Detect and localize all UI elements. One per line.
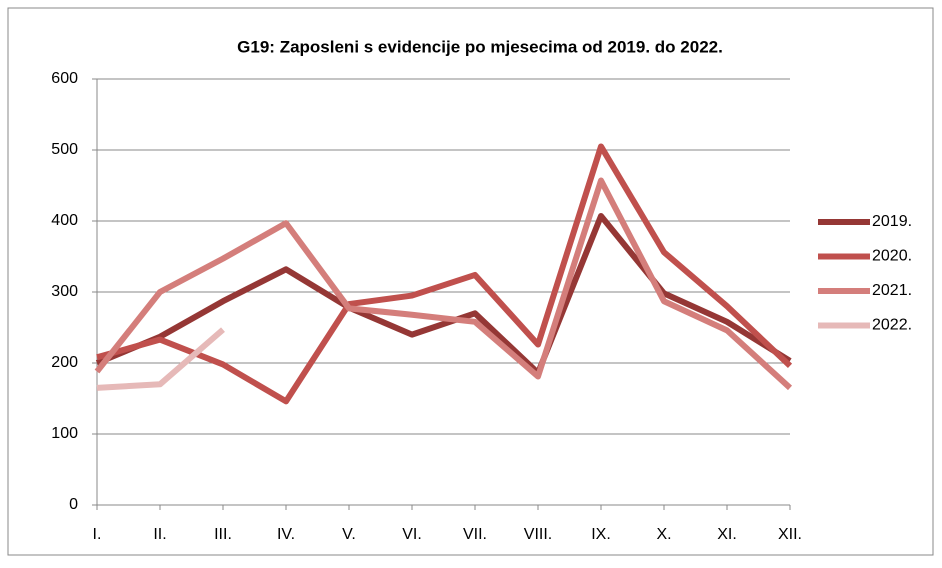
legend-label: 2022. (872, 317, 912, 334)
x-tick-label: X. (656, 526, 671, 543)
x-tick-label: I. (93, 526, 102, 543)
x-tick-label: III. (214, 526, 232, 543)
y-tick-label: 600 (51, 70, 78, 87)
legend-label: 2021. (872, 282, 912, 299)
y-tick-label: 500 (51, 141, 78, 158)
x-tick-label: IV. (277, 526, 295, 543)
x-tick-label: VII. (463, 526, 487, 543)
x-tick-label: V. (342, 526, 356, 543)
x-tick-label: XII. (778, 526, 802, 543)
legend-label: 2019. (872, 213, 912, 230)
y-tick-label: 100 (51, 425, 78, 442)
chart-border (7, 7, 934, 556)
series-line (94, 177, 793, 391)
x-tick-label: VIII. (524, 526, 552, 543)
x-tick-label: II. (153, 526, 166, 543)
y-tick-label: 200 (51, 354, 78, 371)
x-tick-label: XI. (717, 526, 737, 543)
series-line (96, 143, 793, 405)
legend-label: 2020. (872, 248, 912, 265)
x-tick-label: VI. (402, 526, 422, 543)
series-line (96, 327, 225, 391)
x-tick-label: IX. (591, 526, 611, 543)
y-tick-label: 400 (51, 212, 78, 229)
y-tick-label: 0 (69, 496, 78, 513)
series-line (95, 213, 792, 376)
chart-title: G19: Zaposleni s evidencije po mjesecima… (237, 37, 723, 56)
y-tick-label: 300 (51, 283, 78, 300)
